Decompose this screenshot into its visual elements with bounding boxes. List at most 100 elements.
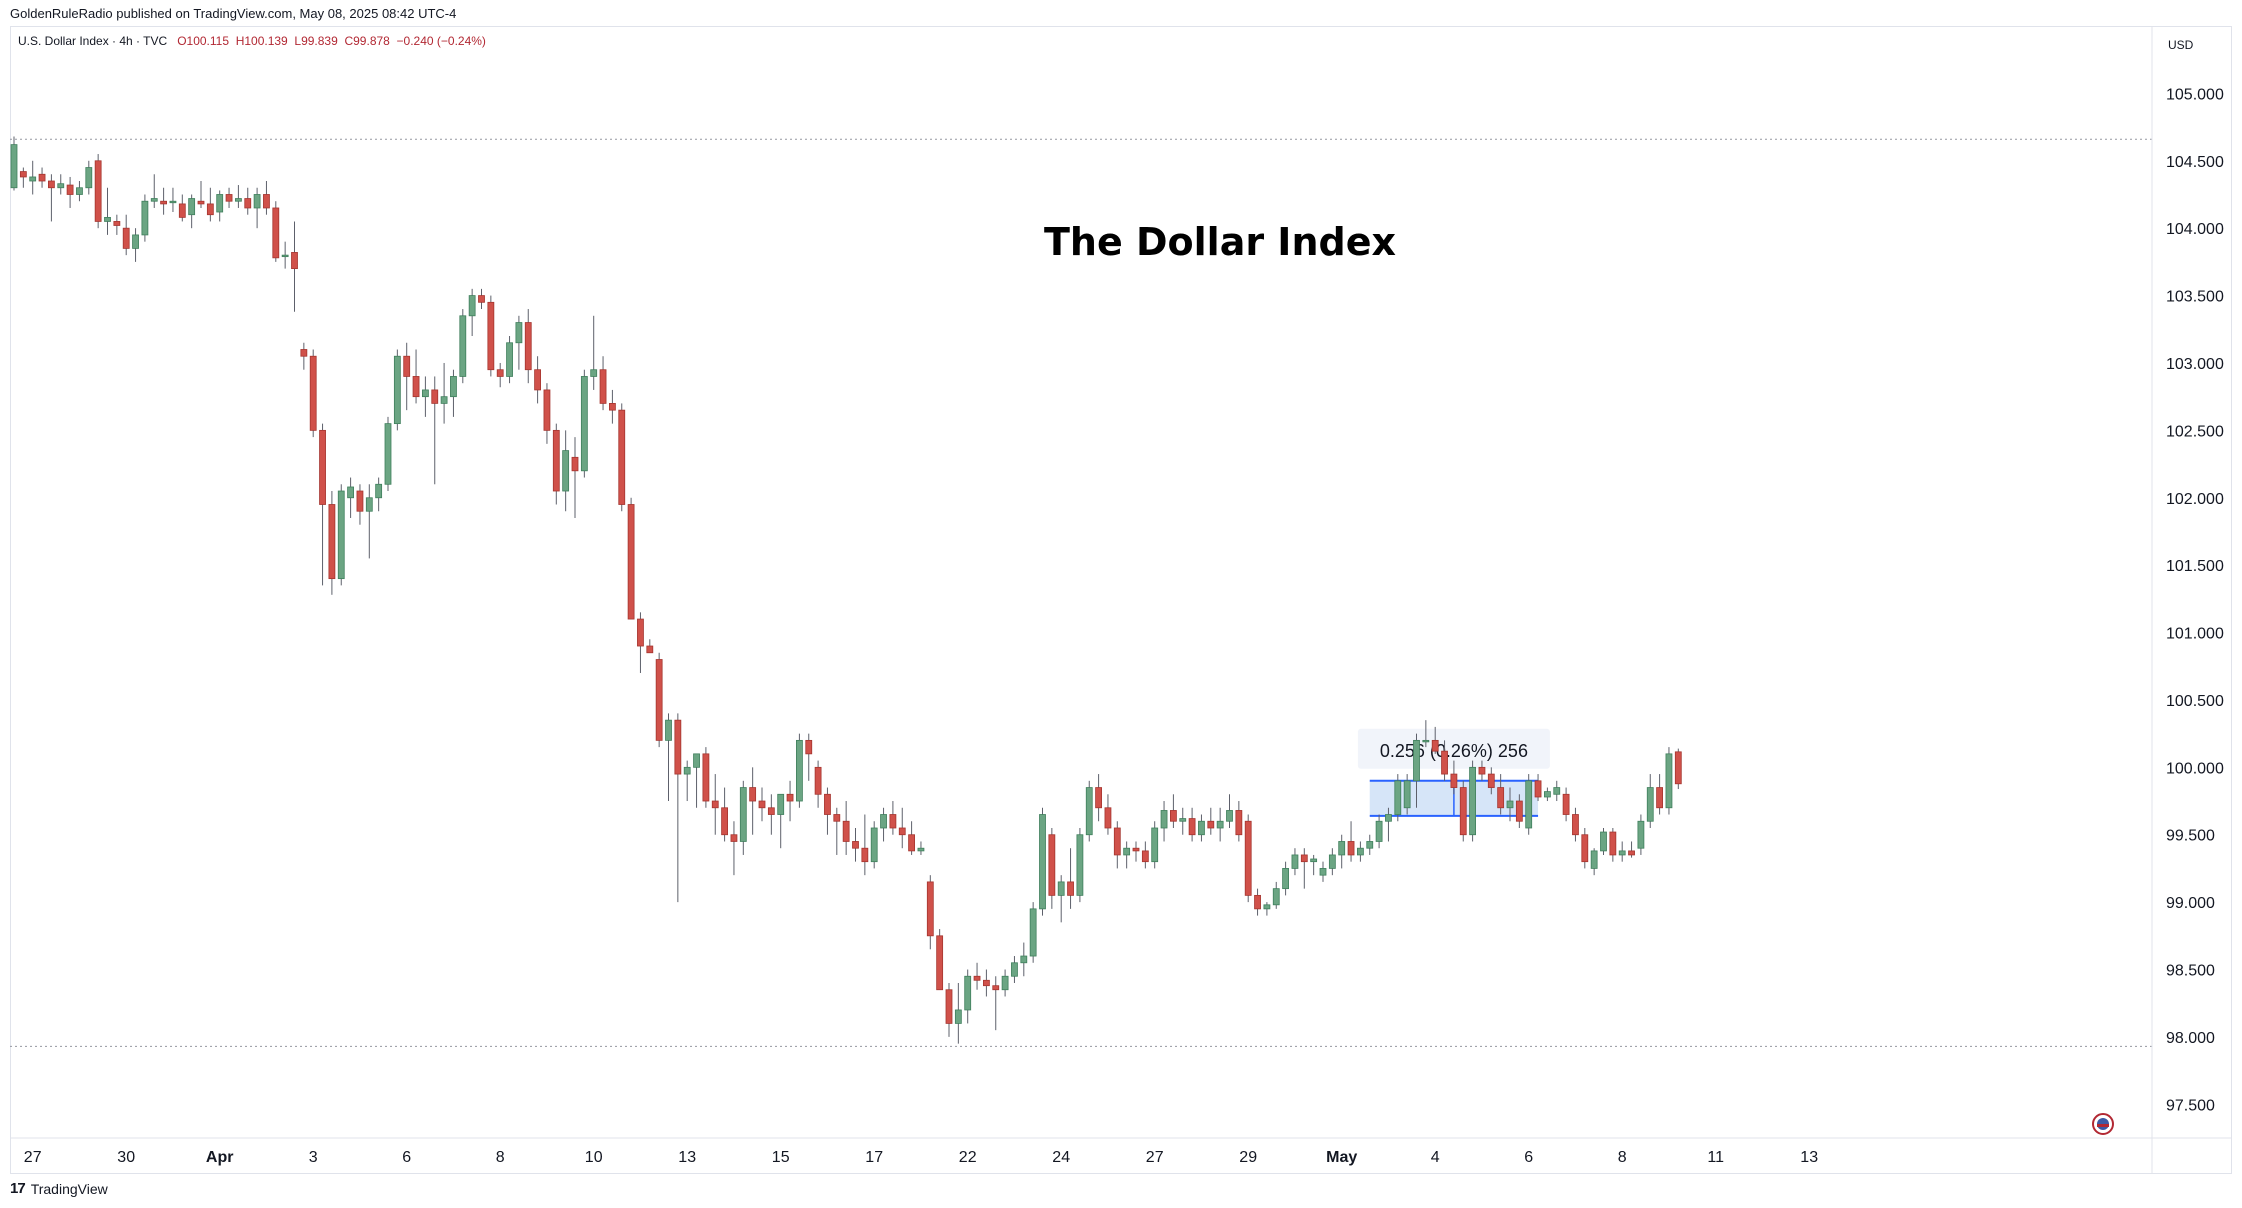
- candle[interactable]: [1085, 780, 1093, 842]
- candle[interactable]: [160, 187, 168, 215]
- candle[interactable]: [898, 807, 906, 849]
- candle[interactable]: [973, 962, 981, 990]
- candle[interactable]: [1029, 902, 1037, 963]
- candle[interactable]: [1132, 841, 1140, 862]
- candle[interactable]: [1600, 827, 1607, 855]
- candle[interactable]: [1244, 814, 1252, 903]
- candle[interactable]: [693, 753, 700, 808]
- candle[interactable]: [590, 315, 598, 390]
- candle[interactable]: [421, 376, 429, 417]
- candle[interactable]: [19, 167, 27, 188]
- candle[interactable]: [291, 221, 298, 312]
- candle[interactable]: [300, 342, 308, 370]
- candle[interactable]: [1357, 841, 1364, 862]
- footer-brand[interactable]: TradingView: [30, 1180, 108, 1197]
- candle[interactable]: [216, 190, 224, 222]
- candle[interactable]: [253, 187, 261, 229]
- candle[interactable]: [665, 713, 672, 802]
- candle[interactable]: [889, 801, 897, 835]
- candle[interactable]: [1534, 774, 1542, 802]
- tradingview-logo-icon[interactable]: 17: [10, 1180, 26, 1197]
- candle[interactable]: [1198, 814, 1205, 842]
- candle[interactable]: [188, 194, 196, 229]
- candle[interactable]: [1282, 861, 1289, 896]
- currency-box[interactable]: USD: [2168, 38, 2194, 52]
- candle[interactable]: [1226, 794, 1233, 828]
- candle[interactable]: [1123, 841, 1131, 869]
- candle[interactable]: [1300, 848, 1308, 889]
- candle[interactable]: [945, 982, 953, 1037]
- candle[interactable]: [169, 187, 177, 213]
- candle[interactable]: [1562, 787, 1570, 822]
- candle[interactable]: [1544, 787, 1551, 802]
- candle[interactable]: [197, 181, 205, 208]
- candle[interactable]: [122, 214, 130, 256]
- candle[interactable]: [992, 976, 1000, 1031]
- candle[interactable]: [964, 969, 972, 1024]
- candle[interactable]: [1170, 794, 1177, 828]
- candle[interactable]: [1403, 774, 1411, 815]
- candle[interactable]: [225, 187, 233, 208]
- candle[interactable]: [1366, 834, 1374, 855]
- candle[interactable]: [403, 342, 411, 411]
- candle[interactable]: [1478, 760, 1486, 781]
- candle[interactable]: [104, 187, 111, 235]
- candle[interactable]: [749, 767, 757, 835]
- candle[interactable]: [702, 747, 710, 808]
- candle[interactable]: [206, 187, 214, 222]
- candle[interactable]: [954, 982, 962, 1044]
- candle[interactable]: [244, 187, 252, 215]
- candle[interactable]: [1497, 774, 1505, 815]
- candle[interactable]: [85, 160, 93, 195]
- candle[interactable]: [1553, 780, 1561, 802]
- candle[interactable]: [431, 376, 439, 485]
- candle[interactable]: [10, 136, 18, 191]
- candle[interactable]: [1581, 827, 1589, 869]
- candle[interactable]: [552, 423, 560, 505]
- candle[interactable]: [861, 814, 869, 876]
- candle[interactable]: [1207, 807, 1215, 835]
- candle[interactable]: [450, 369, 457, 417]
- candle[interactable]: [786, 780, 794, 822]
- candle[interactable]: [384, 416, 392, 492]
- candle[interactable]: [721, 787, 728, 842]
- candle[interactable]: [1338, 834, 1346, 869]
- candle[interactable]: [796, 733, 803, 808]
- candle[interactable]: [637, 612, 644, 673]
- flag-icon[interactable]: [2092, 1113, 2114, 1135]
- candle[interactable]: [1637, 814, 1645, 855]
- candle[interactable]: [506, 336, 513, 384]
- candle[interactable]: [917, 841, 925, 855]
- candle[interactable]: [1235, 801, 1243, 842]
- candle[interactable]: [496, 362, 504, 388]
- candle[interactable]: [515, 315, 523, 370]
- candle[interactable]: [767, 794, 775, 835]
- candle[interactable]: [777, 793, 785, 849]
- candle[interactable]: [1618, 841, 1626, 862]
- candle[interactable]: [1141, 841, 1149, 869]
- candle[interactable]: [459, 309, 467, 384]
- candle[interactable]: [347, 477, 355, 518]
- candle[interactable]: [1506, 787, 1514, 822]
- candle[interactable]: [272, 201, 280, 262]
- currency-label[interactable]: USD: [2168, 38, 2194, 52]
- candle[interactable]: [1450, 760, 1458, 795]
- candle[interactable]: [440, 362, 448, 424]
- candle[interactable]: [178, 194, 186, 222]
- candle[interactable]: [618, 403, 626, 512]
- candle[interactable]: [1076, 827, 1084, 903]
- candle[interactable]: [1188, 807, 1196, 842]
- candle[interactable]: [1160, 801, 1168, 842]
- candle[interactable]: [1104, 794, 1112, 835]
- candle[interactable]: [328, 491, 336, 595]
- candle[interactable]: [1375, 814, 1383, 849]
- candle[interactable]: [870, 821, 878, 869]
- candle[interactable]: [1665, 747, 1673, 815]
- candle[interactable]: [478, 288, 485, 310]
- candle[interactable]: [609, 389, 616, 424]
- candle[interactable]: [38, 167, 46, 188]
- candle[interactable]: [113, 214, 121, 235]
- candle[interactable]: [1431, 726, 1439, 754]
- candle[interactable]: [1057, 875, 1065, 923]
- candle[interactable]: [309, 349, 317, 438]
